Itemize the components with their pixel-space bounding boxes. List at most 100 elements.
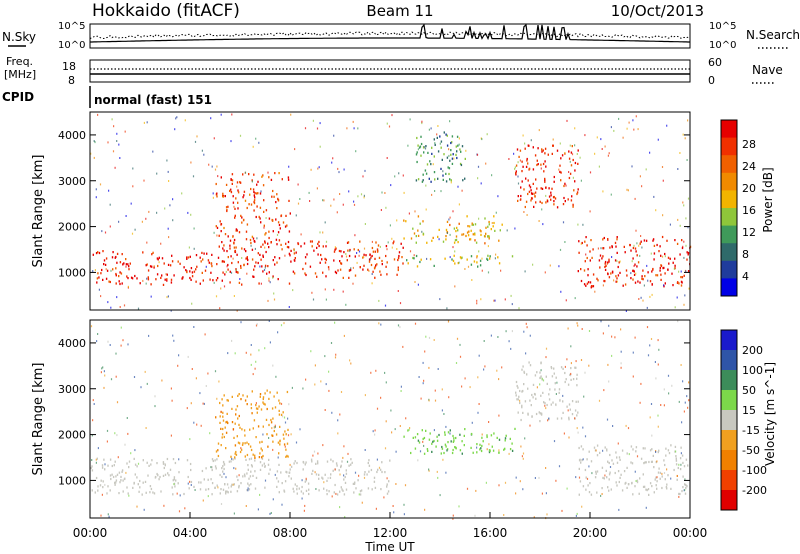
scatter-cell (272, 190, 273, 192)
scatter-cell (604, 475, 605, 477)
scatter-cell (553, 368, 554, 370)
scatter-cell (655, 274, 656, 276)
scatter-cell (359, 241, 360, 243)
scatter-cell (668, 263, 669, 265)
scatter-cell (555, 404, 556, 406)
scatter-cell (255, 436, 256, 438)
scatter-cell (287, 429, 288, 431)
scatter-cell (561, 417, 562, 419)
scatter-cell (645, 489, 646, 491)
scatter-cell (269, 271, 270, 273)
scatter-cell (254, 457, 255, 459)
scatter-cell (535, 398, 536, 400)
scatter-cell (119, 280, 120, 282)
scatter-cell (437, 236, 438, 238)
scatter-cell (266, 273, 267, 275)
scatter-cell (522, 412, 523, 414)
scatter-cell (540, 201, 541, 203)
scatter-cell (398, 290, 399, 292)
scatter-cell (305, 463, 306, 465)
colorbar-tick-label: 50 (742, 384, 756, 397)
scatter-cell (659, 270, 660, 272)
scatter-cell (247, 263, 248, 265)
scatter-cell (438, 368, 439, 370)
scatter-cell (587, 283, 588, 285)
scatter-cell (360, 266, 361, 268)
scatter-cell (189, 438, 190, 440)
scatter-cell (268, 464, 269, 466)
scatter-cell (644, 275, 645, 277)
nave-label: Nave (752, 63, 783, 77)
scatter-cell (251, 403, 252, 405)
scatter-cell (343, 204, 344, 206)
scatter-cell (345, 476, 346, 478)
scatter-cell (285, 456, 286, 458)
scatter-cell (526, 159, 527, 161)
scatter-cell (346, 473, 347, 475)
scatter-cell (275, 406, 276, 408)
scatter-cell (664, 253, 665, 255)
scatter-cell (210, 466, 211, 468)
scatter-cell (379, 271, 380, 273)
scatter-cell (229, 247, 230, 249)
scatter-cell (377, 251, 378, 253)
scatter-cell (341, 460, 342, 462)
scatter-cell (489, 237, 490, 239)
scatter-cell (673, 262, 674, 264)
scatter-cell (529, 168, 530, 170)
scatter-cell (405, 417, 406, 419)
scatter-cell (682, 380, 683, 382)
scatter-cell (448, 321, 449, 323)
scatter-cell (660, 267, 661, 269)
scatter-cell (526, 373, 527, 375)
scatter-cell (422, 429, 423, 431)
scatter-cell (626, 467, 627, 469)
scatter-cell (290, 250, 291, 252)
scatter-cell (296, 252, 297, 254)
scatter-cell (116, 296, 117, 298)
scatter-cell (247, 395, 248, 397)
scatter-cell (607, 419, 608, 421)
scatter-cell (273, 293, 274, 295)
scatter-cell (205, 467, 206, 469)
scatter-cell (470, 447, 471, 449)
scatter-cell (611, 336, 612, 338)
scatter-cell (512, 303, 513, 305)
scatter-cell (256, 237, 257, 239)
scatter-cell (581, 180, 582, 182)
scatter-cell (682, 486, 683, 488)
scatter-cell (401, 390, 402, 392)
scatter-cell (443, 452, 444, 454)
scatter-cell (541, 202, 542, 204)
scatter-cell (447, 145, 448, 147)
scatter-cell (254, 459, 255, 461)
scatter-cell (240, 447, 241, 449)
scatter-cell (620, 261, 621, 263)
scatter-cell (646, 240, 647, 242)
scatter-cell (597, 445, 598, 447)
scatter-cell (258, 508, 259, 510)
scatter-cell (322, 272, 323, 274)
scatter-cell (586, 458, 587, 460)
scatter-cell (418, 284, 419, 286)
scatter-cell (104, 463, 105, 465)
scatter-cell (210, 117, 211, 119)
scatter-cell (566, 406, 567, 408)
scatter-cell (204, 403, 205, 405)
scatter-cell (585, 489, 586, 491)
scatter-cell (415, 448, 416, 450)
scatter-cell (449, 167, 450, 169)
scatter-cell (433, 440, 434, 442)
scatter-cell (146, 492, 147, 494)
scatter-cell (372, 273, 373, 275)
scatter-cell (344, 335, 345, 337)
scatter-cell (666, 468, 667, 470)
scatter-cell (357, 479, 358, 481)
scatter-cell (135, 464, 136, 466)
scatter-cell (97, 485, 98, 487)
colorbar-tick-label: -100 (742, 464, 767, 477)
scatter-cell (237, 479, 238, 481)
scatter-cell (478, 166, 479, 168)
scatter-cell (361, 193, 362, 195)
scatter-cell (318, 489, 319, 491)
